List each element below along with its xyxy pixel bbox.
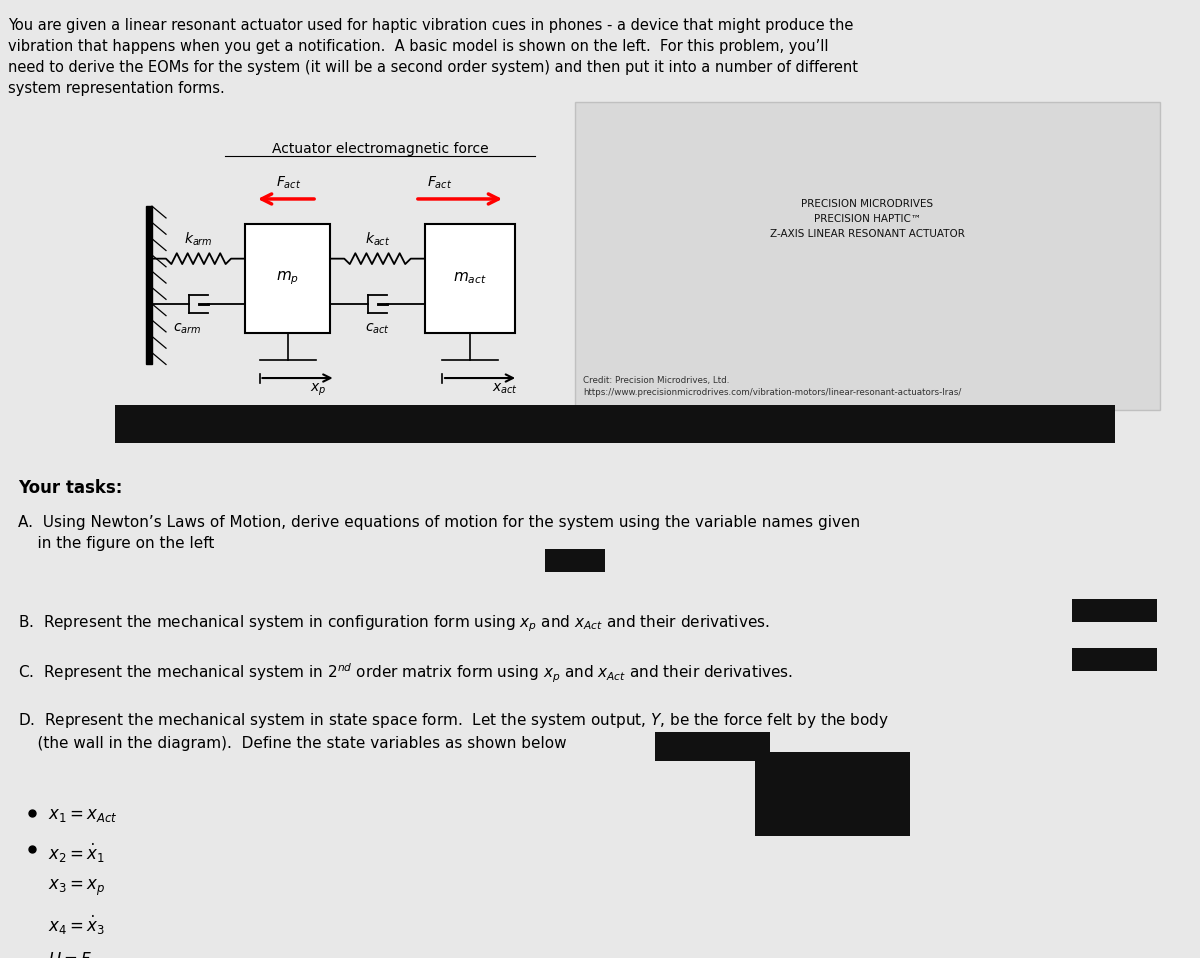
Text: $x_p$: $x_p$ (310, 381, 326, 398)
Bar (425, 224, 515, 332)
Text: $F_{act}$: $F_{act}$ (427, 174, 452, 191)
Text: Your tasks:: Your tasks: (18, 479, 122, 497)
Bar (115, 405, 1115, 444)
Bar (755, 752, 910, 835)
Text: D.  Represent the mechanical system in state space form.  Let the system output,: D. Represent the mechanical system in st… (18, 711, 889, 751)
Bar (575, 103, 1160, 410)
Text: B.  Represent the mechanical system in configuration form using $x_p$ and $x_{Ac: B. Represent the mechanical system in co… (18, 613, 769, 634)
Bar (655, 732, 770, 761)
Bar (1072, 648, 1157, 671)
Text: $x_2 = \dot{x}_1$: $x_2 = \dot{x}_1$ (48, 842, 104, 865)
Bar (146, 206, 152, 364)
Text: C.  Represent the mechanical system in 2$^{nd}$ order matrix form using $x_p$ an: C. Represent the mechanical system in 2$… (18, 662, 793, 685)
Bar (545, 549, 605, 572)
Text: You are given a linear resonant actuator used for haptic vibration cues in phone: You are given a linear resonant actuator… (8, 18, 858, 96)
Text: $F_{act}$: $F_{act}$ (276, 174, 301, 191)
Text: A.  Using Newton’s Laws of Motion, derive equations of motion for the system usi: A. Using Newton’s Laws of Motion, derive… (18, 515, 860, 552)
Text: $x_4 = \dot{x}_3$: $x_4 = \dot{x}_3$ (48, 914, 106, 938)
Text: $k_{arm}$: $k_{arm}$ (184, 230, 212, 248)
Text: $m_p$: $m_p$ (276, 270, 299, 287)
Text: Actuator electromagnetic force: Actuator electromagnetic force (271, 142, 488, 155)
Text: $m_{act}$: $m_{act}$ (454, 271, 487, 286)
Text: $x_1 = x_{Act}$: $x_1 = x_{Act}$ (48, 806, 118, 824)
Bar (245, 224, 330, 332)
Text: $U = F_{Act}$: $U = F_{Act}$ (48, 950, 112, 958)
Text: $x_{act}$: $x_{act}$ (492, 381, 518, 396)
Text: $x_3 = x_p$: $x_3 = x_p$ (48, 878, 106, 899)
Text: PRECISION MICRODRIVES
PRECISION HAPTIC™
Z-AXIS LINEAR RESONANT ACTUATOR: PRECISION MICRODRIVES PRECISION HAPTIC™ … (770, 199, 965, 239)
Text: $c_{act}$: $c_{act}$ (365, 322, 390, 336)
Text: $k_{act}$: $k_{act}$ (365, 230, 390, 248)
Bar (1072, 599, 1157, 622)
Text: $c_{arm}$: $c_{arm}$ (173, 322, 202, 336)
Text: Credit: Precision Microdrives, Ltd.
https://www.precisionmicrodrives.com/vibrati: Credit: Precision Microdrives, Ltd. http… (583, 376, 961, 397)
